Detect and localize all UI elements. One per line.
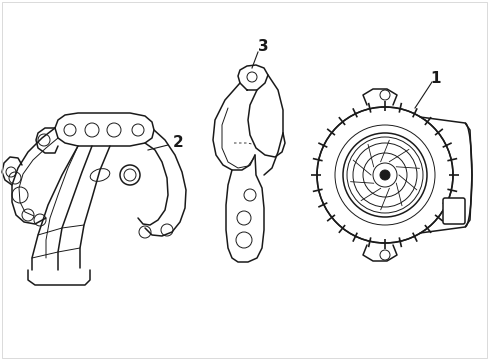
Text: 1: 1 [430,71,440,86]
Text: 3: 3 [257,39,268,54]
Text: 2: 2 [172,135,183,149]
FancyBboxPatch shape [442,198,464,224]
Circle shape [379,170,389,180]
